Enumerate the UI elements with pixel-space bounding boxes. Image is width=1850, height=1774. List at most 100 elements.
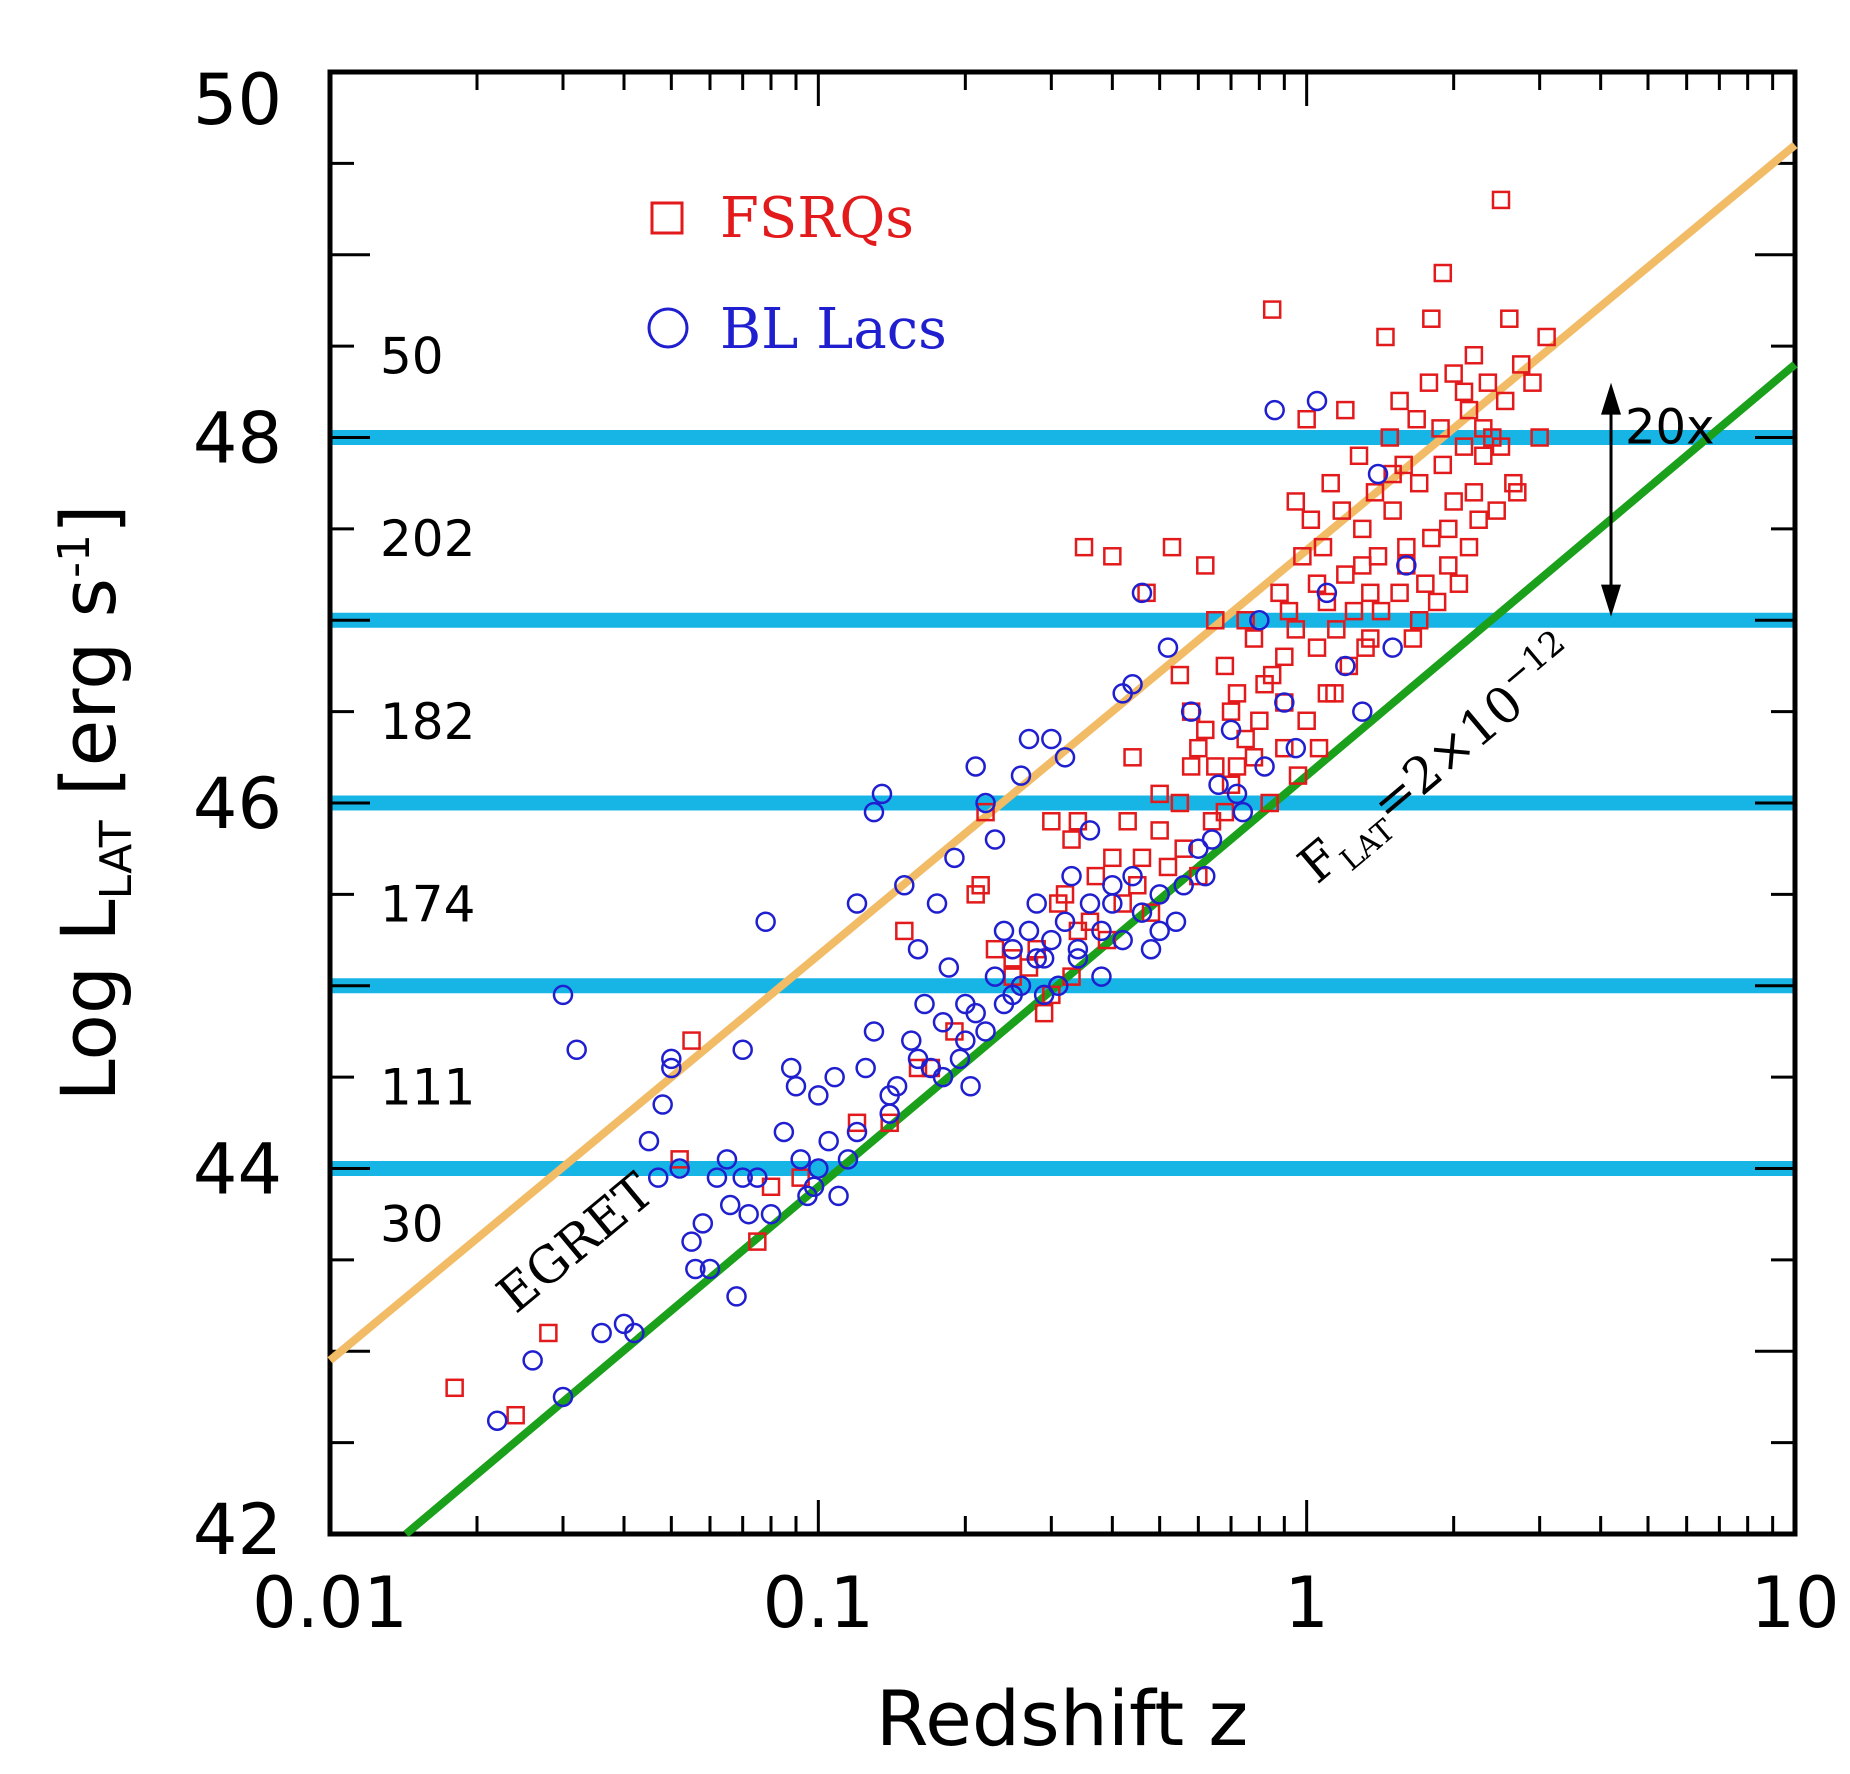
bllac-point	[984, 829, 1006, 850]
bllac-point	[1140, 938, 1162, 960]
bllac-point	[1382, 637, 1403, 658]
fsrq-point	[1113, 894, 1132, 913]
fsrq-point	[1390, 583, 1409, 603]
bllac-point	[824, 1066, 845, 1088]
fsrq-point	[1286, 620, 1306, 639]
bllac-point	[1335, 655, 1356, 677]
bllac-point	[1249, 610, 1270, 631]
fsrq-point	[1344, 601, 1364, 621]
legend-label-bllac: BL Lacs	[720, 297, 947, 362]
bllac-point	[907, 1048, 929, 1070]
fsrq-point	[1206, 757, 1225, 776]
bllac-point	[965, 756, 986, 777]
fsrq-point	[1244, 629, 1264, 648]
bllac-point	[638, 1130, 660, 1152]
fsrq-point	[791, 1168, 810, 1187]
bllac-point	[706, 1167, 728, 1188]
fsrq-point	[1478, 373, 1498, 392]
fsrq-point	[1353, 556, 1372, 575]
bllac-point	[1226, 783, 1248, 805]
legend: FSRQs BL Lacs	[647, 186, 947, 362]
fsrq-point	[1196, 720, 1215, 740]
bllac-point	[1131, 582, 1153, 604]
fsrq-point	[1449, 574, 1469, 593]
axis-ticks	[328, 70, 1795, 1536]
bllac-point	[1232, 801, 1254, 823]
bllac-point	[1002, 938, 1023, 960]
bllac-point	[732, 1039, 753, 1060]
bllac-point	[790, 1149, 811, 1170]
bllac-point	[692, 1213, 714, 1234]
fsrq-point	[1459, 537, 1479, 557]
bllac-point	[552, 1386, 574, 1408]
fsrq-point	[1504, 473, 1523, 493]
fsrq-point	[1444, 492, 1463, 511]
fsrq-point	[976, 802, 995, 822]
fsrq-point	[1297, 409, 1316, 429]
bllac-point	[944, 847, 965, 869]
bllac-point	[1165, 911, 1187, 933]
y-axis-title-prefix: Log L	[44, 899, 133, 1101]
bllac-point	[699, 1258, 721, 1280]
fsrq-point	[1416, 574, 1435, 593]
y-axis-title-superscript: -1	[49, 534, 100, 578]
y-axis-title-unit: [erg s	[44, 578, 133, 820]
fsrq-point	[880, 1113, 899, 1133]
y-axis-title-subscript: LAT	[91, 820, 142, 899]
bllac-point	[1274, 692, 1295, 713]
fsrq-point	[1356, 638, 1375, 657]
fsrq-point	[1118, 812, 1137, 831]
fsrq-point	[1371, 601, 1391, 621]
fsrq-point	[1196, 556, 1215, 575]
bllac-point	[1102, 893, 1123, 914]
bllac-point	[955, 1030, 976, 1051]
fsrq-point	[1244, 748, 1264, 767]
fsrq-point	[1394, 455, 1413, 475]
fsrq-point	[1181, 757, 1201, 776]
bllac-point	[984, 966, 1006, 987]
fsrq-point	[1150, 784, 1169, 804]
bllac-point	[846, 1121, 868, 1143]
luminosity-bands: 30 111 174 182 202 50	[330, 327, 1795, 1253]
bllac-point	[773, 1121, 795, 1143]
bllac-point	[960, 1076, 981, 1097]
fsrq-point	[682, 1031, 701, 1050]
bllac-point	[1067, 948, 1089, 969]
fsrq-point	[761, 1177, 781, 1197]
legend-label-fsrq: FSRQs	[720, 186, 914, 251]
legend-marker-bllac	[647, 307, 689, 349]
bllac-point	[1208, 774, 1229, 795]
fsrq-point	[1332, 501, 1352, 520]
fsrq-point	[1236, 611, 1255, 630]
bllac-point	[1033, 984, 1055, 1006]
egret-line-label: EGRET	[486, 1162, 665, 1324]
bllac-point	[1306, 390, 1328, 412]
bllac-point	[1285, 737, 1307, 759]
fsrq-point	[1227, 684, 1247, 703]
fsrq-point	[1469, 510, 1488, 529]
fsrq-point	[1336, 400, 1355, 420]
fsrq-point	[847, 1113, 867, 1133]
bllac-point	[1367, 463, 1389, 485]
bllac-point	[818, 1130, 839, 1152]
bllac-point	[669, 1158, 690, 1179]
x-tick-label-0: 0.01	[252, 1562, 408, 1644]
y-tick-label-0: 42	[193, 1489, 282, 1571]
bllac-point	[652, 1094, 673, 1115]
egret-line	[327, 142, 1798, 1364]
bllac-point	[755, 911, 776, 933]
fsrq-point	[1321, 473, 1340, 493]
legend-marker-fsrq	[650, 201, 684, 235]
bllac-point	[1079, 893, 1101, 914]
bllac-point	[1102, 874, 1123, 896]
fsrq-point	[1511, 355, 1531, 374]
bllac-point	[1010, 975, 1032, 996]
fsrq-point	[1162, 537, 1182, 557]
fsrq-point	[1431, 419, 1450, 438]
fsrq-point	[1409, 611, 1429, 630]
fsrq-point	[1491, 437, 1511, 456]
bllac-point	[1180, 701, 1202, 722]
x-tick-label-2: 1	[1284, 1562, 1329, 1644]
fsrq-point	[1383, 501, 1402, 520]
